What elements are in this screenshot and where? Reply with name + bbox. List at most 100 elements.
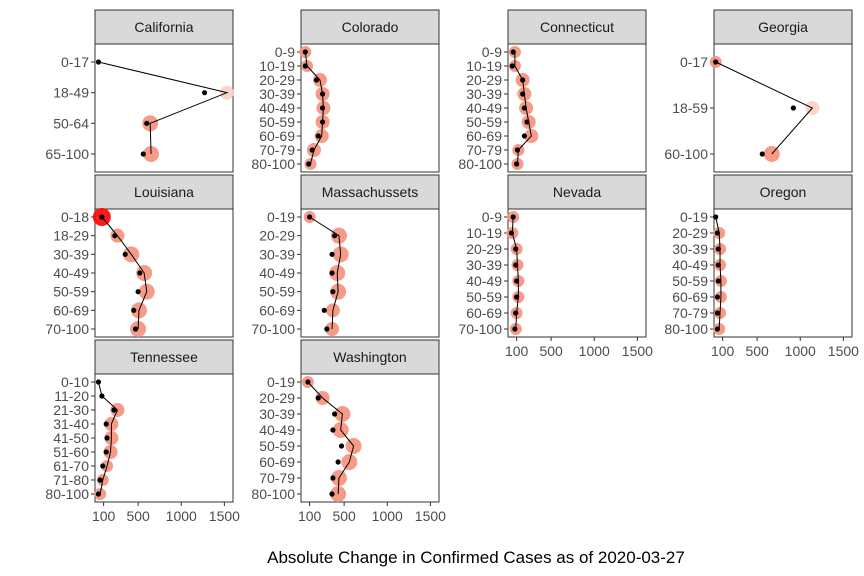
panel-box (300, 208, 440, 338)
data-point (338, 443, 345, 449)
series-line (715, 61, 814, 155)
data-point (95, 379, 102, 385)
y-tick-label: 0-17 (61, 54, 89, 70)
y-tick-label: 80-100 (45, 486, 89, 502)
panel-strip (713, 174, 853, 210)
panel-title: Louisiana (134, 184, 194, 200)
y-tick-label: 70-100 (458, 321, 502, 337)
x-tick-label: 1500 (415, 508, 446, 524)
x-tick-label: 100 (92, 508, 116, 524)
series-line (97, 381, 119, 495)
y-tick-label: 50-59 (466, 114, 502, 130)
data-point (713, 59, 719, 65)
y-tick-label: 50-59 (53, 284, 89, 300)
y-tick-label: 0-19 (267, 374, 295, 390)
y-tick-label: 60-69 (259, 454, 295, 470)
y-tick-label: 40-49 (466, 273, 502, 289)
y-tick-label: 70-100 (251, 321, 295, 337)
y-tick-label: 40-49 (259, 265, 295, 281)
panel-nevada: Nevada 0-910-1920-2930-3940-4950-5960-697… (458, 174, 653, 359)
data-point (104, 435, 110, 441)
panel-oregon: Oregon 0-1920-2930-3940-4950-5960-6970-79… (664, 174, 859, 359)
data-point (332, 411, 338, 417)
x-tick-label: 500 (539, 343, 563, 359)
y-tick-label: 40-49 (672, 257, 708, 273)
y-tick-label: 50-59 (259, 438, 295, 454)
data-point (520, 91, 526, 97)
y-tick-label: 70-79 (259, 142, 295, 158)
data-point (714, 230, 721, 236)
panel-title: Georgia (758, 19, 808, 35)
data-point (307, 214, 313, 220)
panel-connecticut: Connecticut 0-910-1920-2930-3940-4950-596… (458, 9, 647, 173)
panel-strip (94, 174, 234, 210)
x-tick-label: 1000 (785, 343, 816, 359)
data-point (513, 246, 519, 252)
data-point (329, 251, 335, 257)
data-point (510, 214, 516, 220)
panel-box (94, 208, 234, 338)
x-tick-label: 1000 (372, 508, 403, 524)
data-point (713, 214, 719, 220)
x-tick-label: 100 (298, 508, 322, 524)
panels-layer: California 0-17 18-49 50-64 65-100 Colorado 0-… (45, 9, 859, 524)
panel-strip (94, 9, 234, 45)
data-point (510, 49, 516, 55)
data-point (330, 289, 336, 295)
data-point (324, 326, 330, 332)
y-tick-label: 50-64 (53, 115, 89, 131)
data-point (319, 119, 326, 125)
panel-title: Nevada (553, 184, 601, 200)
data-point (122, 251, 128, 257)
panel-washington: Washington 0-1920-2930-3940-4950-5960-697… (251, 339, 446, 524)
y-tick-label: 18-49 (53, 85, 89, 101)
y-tick-label: 0-9 (482, 209, 502, 225)
series-line (715, 216, 722, 330)
data-point (144, 120, 150, 126)
y-tick-label: 60-69 (53, 302, 89, 318)
panel-title: Massachussets (322, 184, 418, 200)
x-tick-label: 500 (745, 343, 769, 359)
y-tick-label: 20-29 (672, 225, 708, 241)
y-tick-label: 70-79 (259, 470, 295, 486)
y-tick-label: 80-100 (251, 486, 295, 502)
y-tick-label: 0-19 (680, 209, 708, 225)
data-point (513, 310, 519, 316)
data-point (715, 246, 721, 252)
x-tick-label: 1500 (828, 343, 859, 359)
x-tick-label: 1500 (622, 343, 653, 359)
data-point (103, 449, 109, 455)
data-point (111, 407, 117, 413)
x-tick-label: 100 (505, 343, 529, 359)
data-point (309, 147, 315, 153)
y-tick-label: 0-9 (482, 44, 502, 60)
data-point (99, 393, 105, 399)
y-tick-label: 30-39 (259, 86, 295, 102)
y-tick-label: 50-59 (672, 273, 708, 289)
series-line (511, 216, 519, 330)
y-tick-label: 30-39 (259, 246, 295, 262)
y-tick-label: 60-100 (664, 146, 708, 162)
panel-strip (507, 9, 647, 45)
panel-title: Washington (333, 349, 406, 365)
data-point (103, 421, 109, 427)
y-tick-label: 30-39 (259, 406, 295, 422)
data-point (313, 77, 320, 83)
data-point (508, 230, 515, 236)
y-tick-label: 40-49 (259, 422, 295, 438)
y-tick-label: 80-100 (251, 156, 295, 172)
y-tick-label: 60-69 (466, 128, 502, 144)
data-point (330, 427, 336, 433)
series-line (309, 216, 342, 330)
y-tick-label: 11-20 (54, 388, 89, 404)
y-tick-label: 10-19 (466, 58, 502, 74)
data-point (514, 147, 521, 153)
data-point (135, 289, 141, 295)
y-tick-label: 40-49 (53, 265, 89, 281)
data-point (306, 161, 312, 167)
y-tick-label: 50-59 (259, 114, 295, 130)
panel-massachussets: Massachussets 0-19 20-29 30-39 40-49 50-59 60-… (251, 174, 440, 338)
panel-title: California (134, 19, 193, 35)
data-point (513, 262, 519, 268)
series-line (307, 381, 355, 495)
